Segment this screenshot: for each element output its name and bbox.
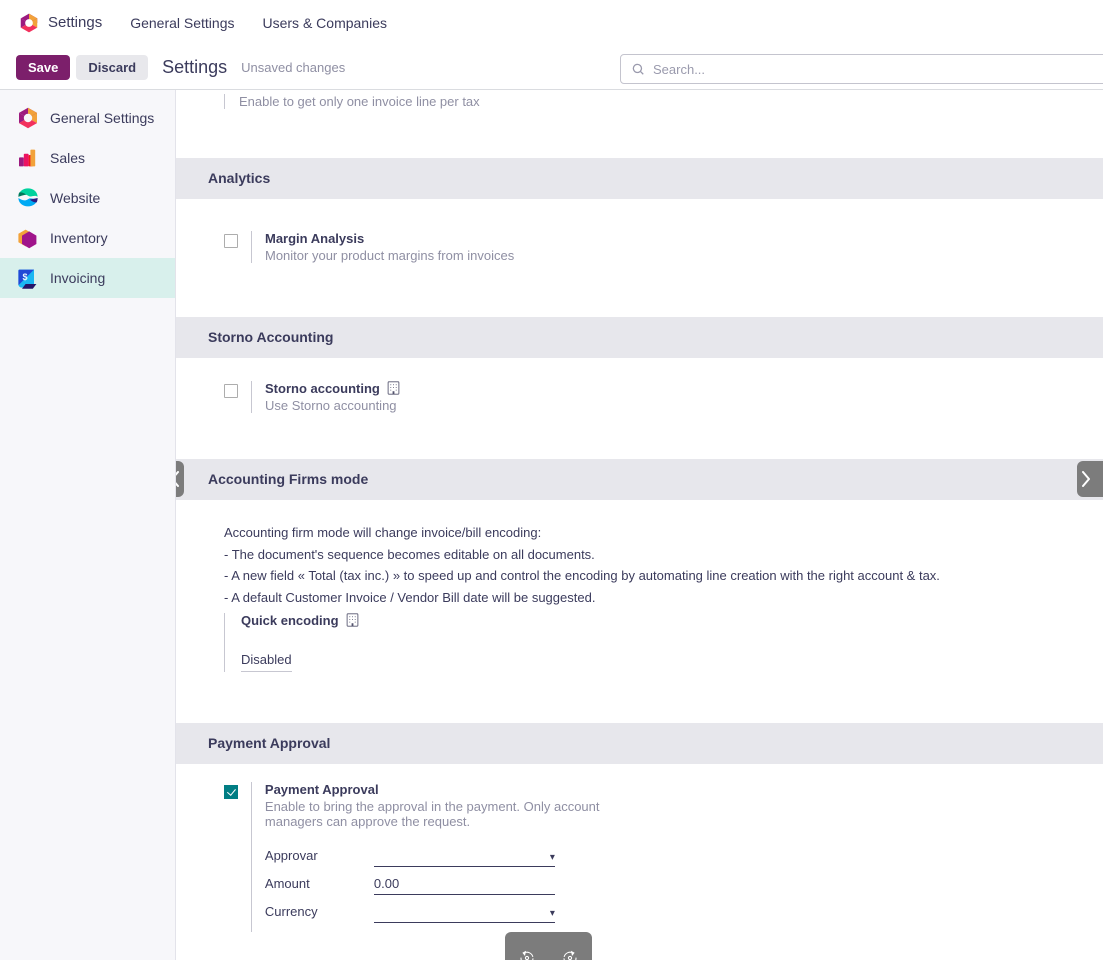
svg-text:$: $: [22, 272, 27, 282]
